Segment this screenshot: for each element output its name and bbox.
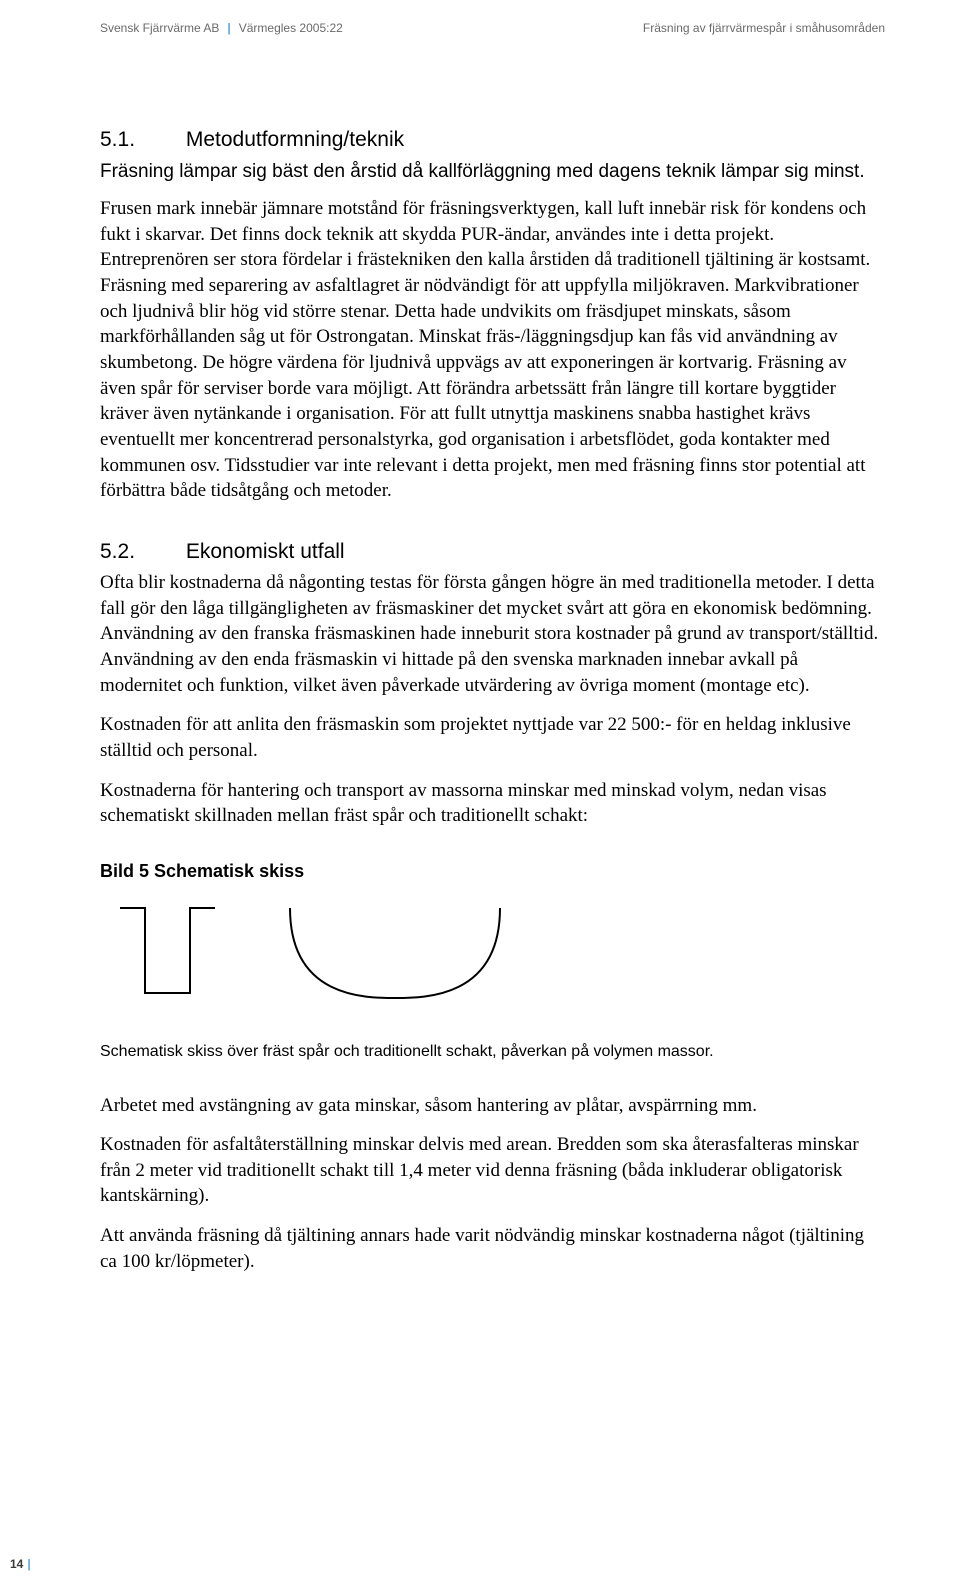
figure-subcaption: Schematisk skiss över fräst spår och tra… bbox=[100, 1041, 885, 1063]
figure-caption: Bild 5 Schematisk skiss bbox=[100, 859, 885, 883]
schematic-svg bbox=[100, 893, 520, 1013]
after-fig-p1: Arbetet med avstängning av gata minskar,… bbox=[100, 1093, 885, 1119]
page-number-bar: | bbox=[27, 1557, 30, 1571]
section-51-body: Frusen mark innebär jämnare motstånd för… bbox=[100, 196, 885, 504]
page-header: Svensk Fjärrvärme AB | Värmegles 2005:22… bbox=[100, 20, 885, 36]
header-left: Svensk Fjärrvärme AB | Värmegles 2005:22 bbox=[100, 20, 343, 36]
after-fig-p2: Kostnaden för asfaltåterställning minska… bbox=[100, 1132, 885, 1209]
header-separator: | bbox=[227, 20, 230, 36]
page-number-value: 14 bbox=[10, 1557, 23, 1571]
section-52-heading: 5.2. Ekonomiskt utfall bbox=[100, 538, 885, 566]
page-number: 14 | bbox=[10, 1556, 31, 1572]
section-52-number: 5.2. bbox=[100, 538, 180, 566]
section-51-heading: 5.1. Metodutformning/teknik bbox=[100, 126, 885, 154]
schematic-diagram bbox=[100, 893, 885, 1021]
after-fig-p3: Att använda fräsning då tjältining annar… bbox=[100, 1223, 885, 1274]
section-52-body-2: Kostnaden för att anlita den fräsmaskin … bbox=[100, 712, 885, 763]
section-52-body-1: Ofta blir kostnaderna då någonting testa… bbox=[100, 570, 885, 698]
section-52-body-3: Kostnaderna för hantering och transport … bbox=[100, 778, 885, 829]
header-org: Svensk Fjärrvärme AB bbox=[100, 20, 219, 36]
section-52-title: Ekonomiskt utfall bbox=[186, 540, 345, 563]
section-51-title: Metodutformning/teknik bbox=[186, 128, 404, 151]
header-doc: Värmegles 2005:22 bbox=[239, 20, 343, 36]
header-right: Fräsning av fjärrvärmespår i småhusområd… bbox=[643, 20, 885, 36]
section-51-lead: Fräsning lämpar sig bäst den årstid då k… bbox=[100, 159, 885, 185]
page: Svensk Fjärrvärme AB | Värmegles 2005:22… bbox=[0, 0, 960, 1588]
section-51-number: 5.1. bbox=[100, 126, 180, 154]
